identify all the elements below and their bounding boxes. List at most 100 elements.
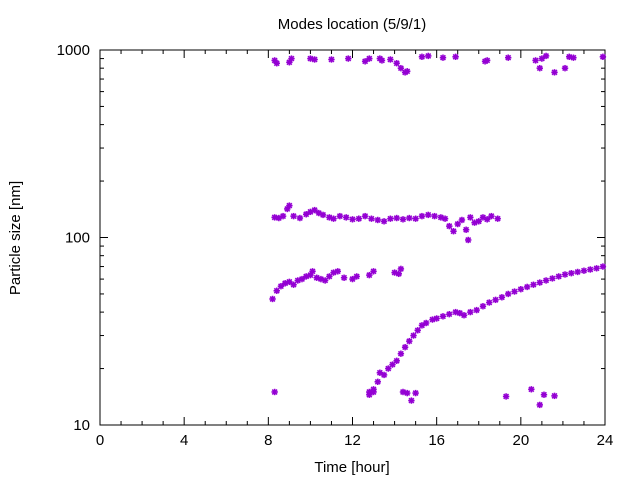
data-point: [271, 388, 278, 396]
plot-frame: [99, 49, 606, 426]
plot-area-border: [99, 49, 606, 426]
x-tick-label: 0: [96, 432, 104, 449]
data-point: [370, 268, 377, 275]
data-point: [454, 220, 461, 228]
data-point: [296, 214, 304, 222]
x-tick-label: 24: [597, 432, 614, 449]
x-tick-labels: 0 4 8 12 16 20 24: [96, 432, 614, 449]
data-point: [475, 218, 482, 225]
data-point: [425, 52, 432, 60]
data-point: [505, 290, 512, 298]
data-point: [286, 202, 293, 209]
data-point: [380, 371, 388, 379]
data-point: [349, 216, 356, 223]
data-point: [397, 64, 405, 72]
data-point: [374, 378, 381, 385]
data-point: [385, 365, 392, 372]
data-point: [502, 393, 510, 400]
data-point: [397, 350, 405, 357]
data-point: [393, 357, 400, 364]
data-point: [433, 315, 440, 322]
x-tick-label: 8: [264, 432, 272, 449]
data-point: [450, 228, 457, 235]
data-point: [380, 218, 388, 225]
axis-ticks: [99, 49, 606, 426]
data-point: [555, 273, 562, 280]
data-point: [465, 236, 472, 244]
data-point: [536, 64, 543, 72]
data-point: [498, 294, 506, 301]
data-point: [431, 212, 438, 220]
data-point: [446, 310, 453, 318]
data-point: [570, 54, 577, 61]
x-tick-label: 4: [180, 432, 188, 449]
data-point: [441, 215, 449, 222]
data-point: [326, 273, 333, 280]
data-point: [340, 274, 348, 281]
data-point: [551, 69, 558, 76]
data-point: [458, 216, 466, 224]
data-point: [290, 281, 297, 288]
data-point: [517, 285, 525, 293]
data-point: [311, 56, 318, 63]
data-point: [412, 215, 419, 222]
data-point: [387, 215, 394, 222]
data-point: [286, 59, 293, 66]
data-point: [361, 58, 369, 65]
data-point: [395, 270, 402, 278]
data-point: [542, 277, 550, 284]
data-point: [542, 52, 550, 60]
data-point: [587, 266, 594, 273]
data-point: [336, 212, 344, 220]
data-point: [410, 332, 417, 339]
data-point: [279, 212, 287, 220]
data-point: [368, 215, 375, 222]
data-point: [422, 319, 430, 327]
y-tick-label: 1000: [57, 42, 90, 59]
data-point: [366, 55, 373, 62]
data-point: [488, 212, 495, 220]
data-point: [393, 214, 400, 222]
data-point: [599, 53, 607, 60]
data-point: [269, 295, 276, 303]
data-point: [536, 279, 543, 286]
data-point: [406, 337, 413, 345]
data-point: [404, 68, 411, 75]
data-point: [549, 275, 556, 282]
data-point: [483, 57, 491, 64]
data-point: [460, 312, 468, 319]
data-point: [328, 56, 335, 63]
data-point: [494, 215, 501, 222]
data-point: [353, 273, 360, 280]
data-point: [425, 211, 432, 219]
data-point: [342, 214, 350, 221]
data-point: [418, 212, 426, 220]
data-point: [580, 267, 588, 274]
data-point: [530, 281, 537, 288]
data-point: [536, 401, 543, 409]
data-point: [319, 211, 327, 219]
data-point: [397, 265, 405, 273]
data-point: [446, 222, 453, 230]
data-point: [467, 214, 474, 221]
data-point: [467, 308, 474, 316]
data-point: [399, 216, 407, 223]
y-tick-label: 10: [73, 417, 90, 434]
data-point: [277, 282, 285, 290]
data-point: [532, 57, 539, 64]
data-point: [511, 288, 518, 295]
data-point: [528, 386, 535, 393]
data-point: [361, 212, 369, 220]
data-point: [273, 60, 280, 67]
data-point: [561, 64, 569, 72]
data-point: [505, 54, 512, 61]
data-point: [401, 343, 409, 351]
x-axis-label: Time [hour]: [314, 459, 389, 476]
data-point: [406, 214, 413, 222]
data-point: [290, 212, 297, 220]
data-point: [486, 299, 493, 306]
data-point: [473, 306, 480, 314]
data-point: [408, 397, 415, 404]
data-point: [418, 53, 426, 60]
